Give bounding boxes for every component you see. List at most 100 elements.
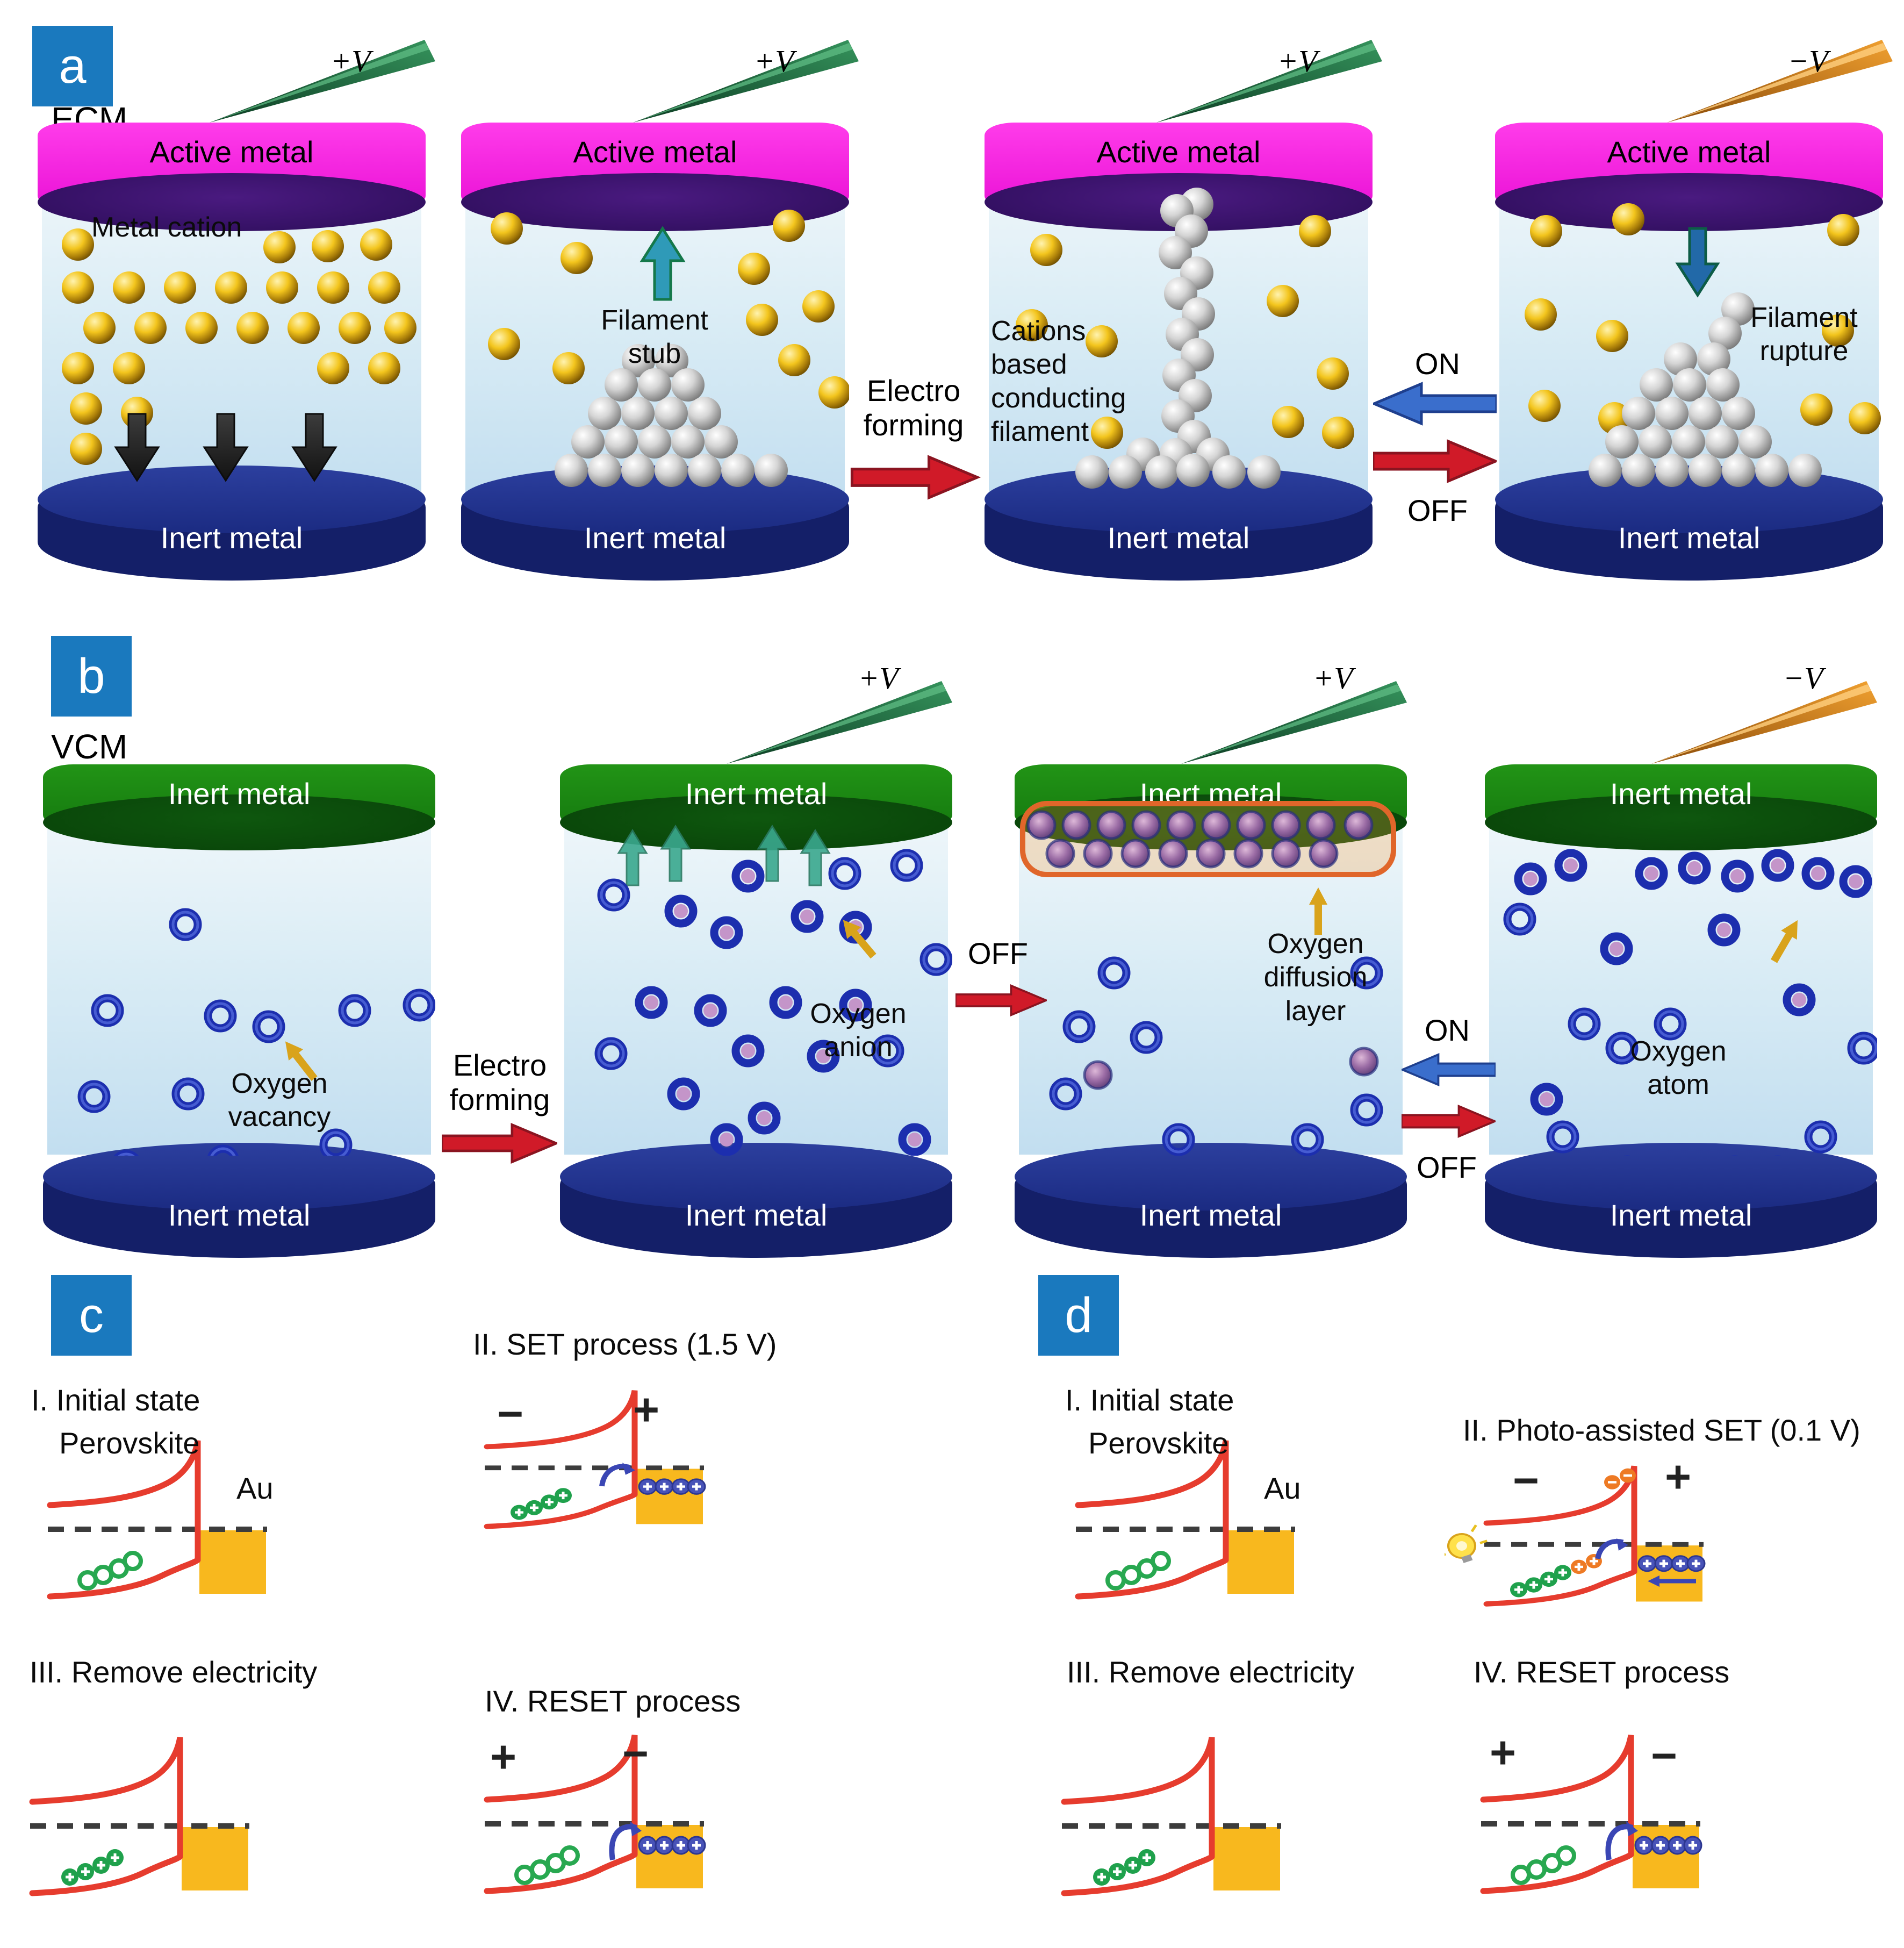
filament-rupture-label: Filament rupture: [1750, 302, 1858, 367]
drift-arrow-icon: [292, 413, 337, 482]
pointer-arrow-icon: [1766, 915, 1806, 966]
active-metal-electrode: Active metal: [1495, 123, 1883, 231]
filament-stub-graphic: [488, 210, 849, 487]
inert-metal-bottom-electrode: Inert metal: [1015, 1143, 1407, 1258]
c-state-iii-title: III. Remove electricity: [30, 1655, 318, 1689]
filament-stub-label: Filament stub: [601, 305, 708, 370]
voltage-label: +V: [1277, 44, 1318, 78]
off-arrow-icon: [955, 984, 1047, 1017]
electroforming-arrow-icon: [850, 455, 981, 500]
panel-b-badge: b: [51, 636, 132, 717]
perovskite-label: Perovskite: [1088, 1426, 1229, 1460]
off-arrow-icon: [1373, 439, 1497, 483]
active-metal-label: Active metal: [1096, 135, 1261, 169]
inert-metal-electrode: Inert metal: [38, 465, 426, 581]
c-diagram-retention: [23, 1716, 254, 1925]
oxygen-anions-graphic: [560, 825, 952, 1156]
positive-terminal-sign: +: [633, 1384, 660, 1435]
oxygen-diffusion-layer-label: Oxygen diffusion layer: [1263, 928, 1368, 1027]
inert-metal-electrode: Inert metal: [1495, 465, 1883, 581]
voltage-label: +V: [754, 44, 794, 78]
migration-arrow-icon: [617, 829, 648, 886]
filament-rupture-graphic: [1525, 203, 1881, 487]
oxygen-atom-label: Oxygen atom: [1630, 1036, 1727, 1101]
off-arrow-icon: [1402, 1104, 1496, 1138]
voltage-label: −V: [1788, 44, 1828, 78]
panel-b-cell-off: +V Inert metal Oxygen diffusion layer Iner…: [1015, 618, 1407, 1258]
panel-a-cell-reset: −V Active metal Filament rupture Inert me…: [1495, 0, 1893, 629]
band-diagram: [1054, 1716, 1285, 1925]
voltage-label: +V: [1313, 661, 1353, 696]
inert-metal-label: Inert metal: [1107, 521, 1250, 555]
voltage-label: −V: [1783, 661, 1823, 696]
on-arrow-icon: [1402, 1052, 1496, 1087]
oxygen-diffusion-graphic: [1020, 801, 1396, 1156]
band-diagram: [23, 1716, 254, 1925]
d-state-iii-title: III. Remove electricity: [1067, 1655, 1355, 1689]
cations-filament-label: Cations based conducting filament: [991, 316, 1126, 448]
c-diagram-reset: [477, 1714, 708, 1923]
vcm-label: VCM: [51, 727, 128, 766]
inert-metal-label: Inert metal: [160, 521, 303, 555]
negative-terminal-sign: −: [622, 1728, 649, 1779]
active-metal-electrode: Active metal: [38, 123, 426, 231]
active-metal-label: Active metal: [573, 135, 737, 169]
probe-icon: [1651, 681, 1877, 764]
filament-growth-arrow-icon: [640, 226, 686, 301]
inert-metal-label: Inert metal: [685, 777, 828, 811]
oxide-body: [47, 821, 431, 1155]
electroforming-caption: Electro forming: [863, 374, 964, 442]
panel-b-cell-initial: Inert metal Oxygen vacancy Inert metal: [43, 618, 435, 1258]
drift-arrow-icon: [203, 413, 248, 482]
inert-metal-electrode: Inert metal: [461, 465, 849, 581]
negative-terminal-sign: −: [1513, 1455, 1540, 1506]
inert-metal-label: Inert metal: [1618, 521, 1761, 555]
d-diagram-photo-set: [1445, 1447, 1713, 1632]
c-state-i-title: I. Initial state: [31, 1383, 200, 1417]
au-label: Au: [236, 1471, 274, 1505]
panel-a-cell-stub: +V Active metal Filament stub Inert metal: [461, 0, 859, 629]
probe-icon: [1667, 40, 1893, 123]
on-caption: ON: [1415, 347, 1460, 381]
d-diagram-retention: [1054, 1716, 1285, 1925]
active-metal-label: Active metal: [149, 135, 314, 169]
inert-metal-bottom-electrode: Inert metal: [1485, 1143, 1877, 1258]
c-state-ii-title: II. SET process (1.5 V): [473, 1327, 777, 1361]
negative-terminal-sign: −: [1651, 1730, 1678, 1781]
panel-a-cell-on: +V Active metal Cations based conducting fi…: [985, 0, 1382, 629]
c-state-iv-title: IV. RESET process: [485, 1684, 741, 1718]
off-caption: OFF: [1407, 493, 1468, 527]
inert-metal-label: Inert metal: [584, 521, 727, 555]
probe-icon: [633, 40, 859, 123]
on-caption: ON: [1425, 1013, 1470, 1047]
panel-b-cell-formed: +V Inert metal Oxygen anion Inert metal: [560, 618, 952, 1258]
probe-icon: [1156, 40, 1382, 123]
electroforming-arrow-icon: [442, 1122, 557, 1164]
perovskite-label: Perovskite: [59, 1426, 200, 1460]
panel-a-cell-initial: +V Active metal Metal cation Inert metal: [38, 0, 435, 629]
inert-metal-top-electrode: Inert metal: [43, 764, 435, 850]
metal-cation-label: Metal cation: [91, 212, 242, 243]
panel-b-cell-reset: −V Inert metal Oxygen atom Inert metal: [1485, 618, 1877, 1258]
band-diagram: [1474, 1714, 1705, 1923]
inert-metal-label: Inert metal: [685, 1198, 828, 1232]
band-diagram: [1445, 1447, 1713, 1632]
inert-metal-label: Inert metal: [168, 777, 311, 811]
d-diagram-reset: [1474, 1714, 1705, 1923]
on-arrow-icon: [1373, 382, 1497, 426]
positive-terminal-sign: +: [1490, 1727, 1517, 1778]
inert-metal-bottom-electrode: Inert metal: [43, 1143, 435, 1258]
off-caption: OFF: [1417, 1150, 1477, 1184]
oxygen-anion-label: Oxygen anion: [810, 998, 907, 1063]
inert-metal-label: Inert metal: [1610, 1198, 1752, 1232]
inert-metal-top-electrode: Inert metal: [1485, 764, 1877, 850]
d-state-ii-title: II. Photo-assisted SET (0.1 V): [1463, 1413, 1860, 1447]
migration-arrow-icon: [660, 825, 691, 882]
band-diagram: [477, 1372, 708, 1555]
voltage-label: +V: [858, 661, 899, 696]
positive-terminal-sign: +: [490, 1731, 517, 1782]
probe-icon: [1181, 681, 1407, 764]
inert-metal-label: Inert metal: [1139, 1198, 1282, 1232]
migration-arrow-icon: [800, 829, 830, 886]
c-diagram-set: [477, 1372, 708, 1555]
